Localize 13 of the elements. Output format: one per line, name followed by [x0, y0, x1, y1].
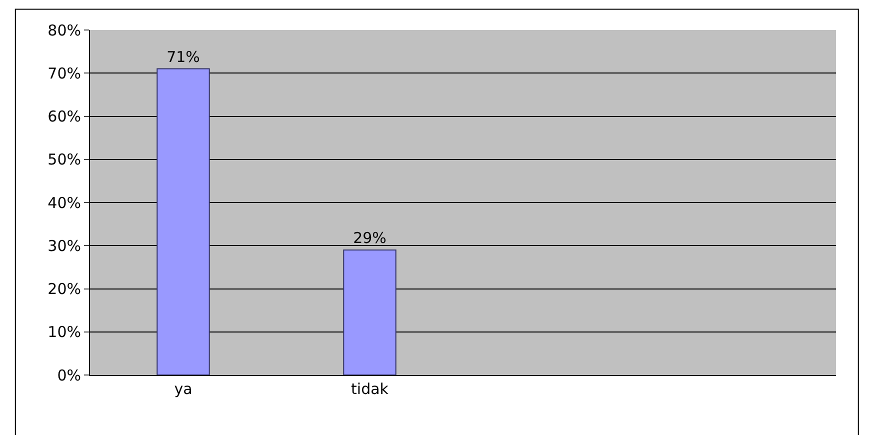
data-label: 71% [166, 48, 200, 66]
data-label: 29% [353, 228, 386, 247]
y-tick-label: 10% [48, 323, 81, 342]
y-tick-label: 50% [48, 150, 81, 169]
y-tick-label: 20% [48, 280, 81, 298]
y-tick-label: 70% [48, 64, 81, 82]
x-tick-label: tidak [351, 380, 389, 398]
x-tick-label: ya [174, 380, 192, 398]
y-tick-label: 40% [48, 194, 81, 212]
y-tick-label: 80% [48, 21, 81, 40]
y-tick-label: 30% [48, 236, 81, 255]
y-tick-label: 0% [57, 366, 81, 384]
y-tick-label: 60% [48, 108, 81, 126]
